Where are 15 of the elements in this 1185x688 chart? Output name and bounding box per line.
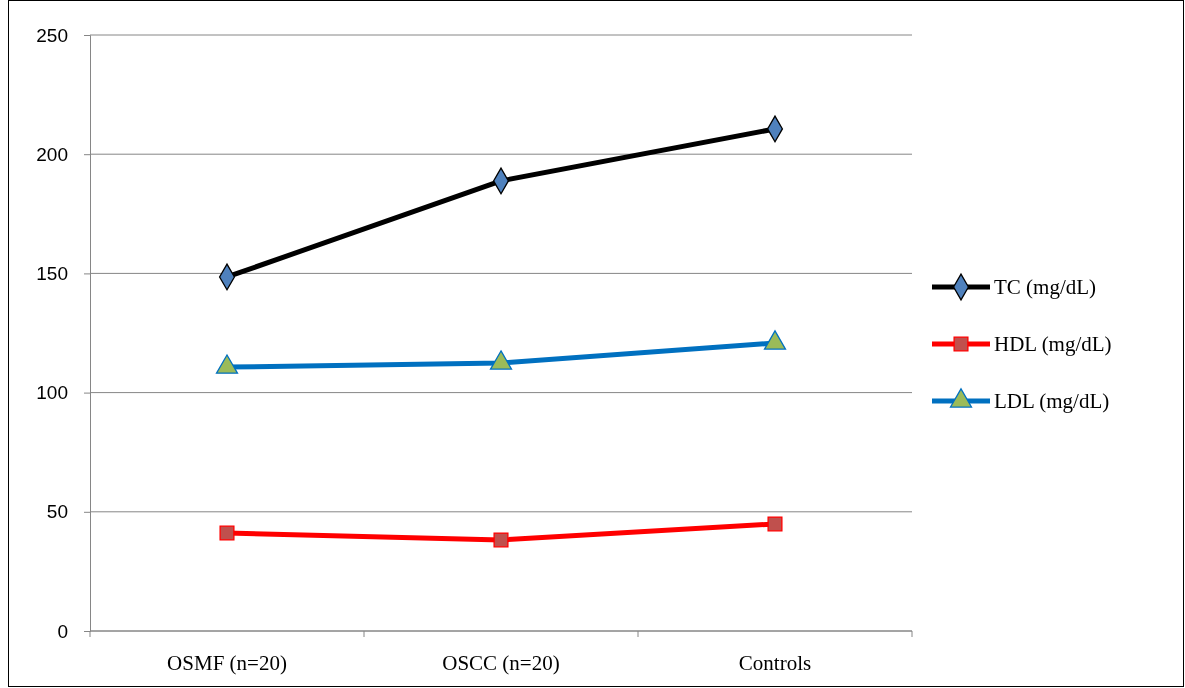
x-tick-label: OSMF (n=20): [167, 651, 287, 675]
y-tick-label: 150: [36, 262, 68, 284]
x-tick-label: Controls: [738, 651, 812, 675]
y-tick-label: 0: [57, 620, 68, 642]
legend-label: TC (mg/dL): [994, 275, 1097, 299]
point: [493, 532, 509, 548]
x-tick-label: OSCC (n=20): [442, 651, 560, 675]
y-tick-label: 100: [36, 382, 68, 404]
point: [219, 525, 235, 541]
y-tick-label: 50: [46, 501, 68, 523]
y-tick-label: 250: [36, 24, 68, 46]
legend-label: HDL (mg/dL): [994, 332, 1112, 356]
y-tick-label: 200: [36, 143, 68, 165]
legend-label: LDL (mg/dL): [994, 389, 1110, 413]
point: [767, 516, 783, 532]
